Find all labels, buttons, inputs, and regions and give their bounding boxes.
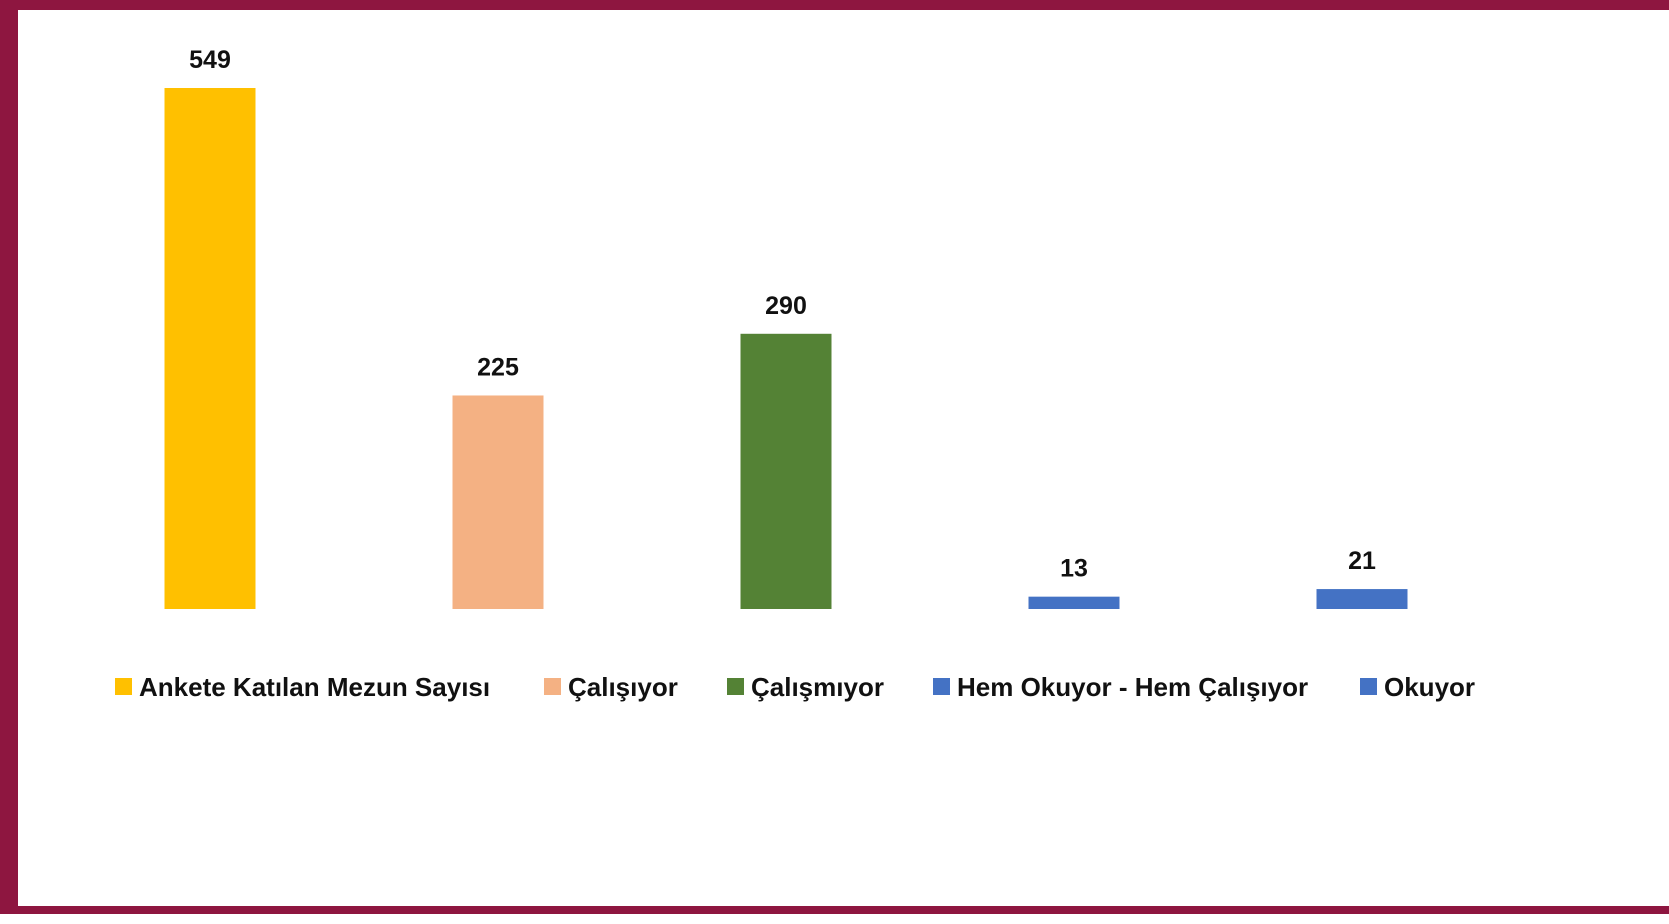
legend-label-3: Çalışmıyor: [751, 672, 884, 702]
bars: [164, 88, 1408, 609]
data-label-3: 290: [765, 292, 807, 320]
legend-item-5: Okuyor: [1360, 672, 1475, 702]
legend-label-5: Okuyor: [1384, 672, 1475, 702]
legend-swatch-1: [115, 678, 132, 695]
legend-label-4: Hem Okuyor - Hem Çalışıyor: [957, 672, 1308, 702]
legend-item-1: Ankete Katılan Mezun Sayısı: [115, 672, 490, 702]
legend-swatch-4: [933, 678, 950, 695]
legend-item-3: Çalışmıyor: [727, 672, 884, 702]
legend-swatch-5: [1360, 678, 1377, 695]
bar-5: [1316, 589, 1408, 609]
bar-3: [740, 333, 832, 609]
legend-swatch-2: [544, 678, 561, 695]
bar-chart: 549 225 290 13 21 Ankete Katılan Mezun Sayısı…: [115, 46, 1475, 702]
bar-1: [164, 88, 256, 609]
data-labels: 549 225 290 13 21: [189, 46, 1376, 583]
legend-item-4: Hem Okuyor - Hem Çalışıyor: [933, 672, 1308, 702]
legend-item-2: Çalışıyor: [544, 672, 678, 702]
bar-2: [452, 395, 544, 609]
bar-4: [1028, 596, 1120, 609]
legend-label-2: Çalışıyor: [568, 672, 678, 702]
data-label-5: 21: [1348, 547, 1376, 575]
data-label-1: 549: [189, 46, 231, 74]
data-label-2: 225: [477, 353, 519, 381]
legend: Ankete Katılan Mezun Sayısı Çalışıyor Çalı…: [115, 672, 1475, 702]
legend-swatch-3: [727, 678, 744, 695]
legend-label-1: Ankete Katılan Mezun Sayısı: [139, 672, 490, 702]
data-label-4: 13: [1060, 555, 1088, 583]
